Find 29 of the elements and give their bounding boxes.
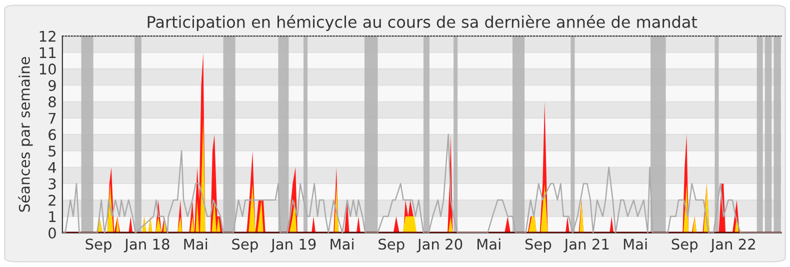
x-tick-label: Sep <box>525 238 552 252</box>
x-tick-label: Sep <box>232 238 258 252</box>
y-tick-label: 1 <box>49 211 56 222</box>
x-tick-label: Jan 21 <box>564 238 609 252</box>
y-tick-label: 9 <box>48 80 56 91</box>
x-tick-label: Sep <box>672 238 698 252</box>
x-tick-label: Jan 20 <box>416 238 462 252</box>
y-tick-label: 4 <box>48 162 56 173</box>
chart-title: Participation en hémicycle au cours de sa dernière année de mandat <box>148 14 698 32</box>
x-tick-label: Mai <box>184 238 208 250</box>
y-tick-label: 3 <box>48 178 56 190</box>
x-tick-label: Sep <box>378 238 404 252</box>
y-tick-label: 6 <box>48 129 56 140</box>
x-tick-label: Mai <box>330 238 354 250</box>
y-tick-label: 8 <box>48 96 56 108</box>
y-tick-label: 12 <box>40 30 56 42</box>
y-tick-label: 11 <box>40 47 56 58</box>
x-tick-label: Jan 18 <box>124 238 170 252</box>
x-tick-label: Jan 19 <box>270 238 316 252</box>
x-tick-label: Sep <box>86 238 112 252</box>
x-tick-label: Mai <box>624 238 647 250</box>
x-tick-label: Jan 22 <box>710 238 755 252</box>
y-tick-label: 7 <box>48 112 56 124</box>
y-tick-label: 2 <box>48 194 56 206</box>
y-tick-label: 5 <box>48 146 56 157</box>
x-tick-label: Mai <box>478 238 500 250</box>
y-axis-title: Séances par semaine <box>18 56 33 212</box>
y-tick-label: 10 <box>40 64 56 75</box>
y-tick-label: 0 <box>48 228 56 239</box>
